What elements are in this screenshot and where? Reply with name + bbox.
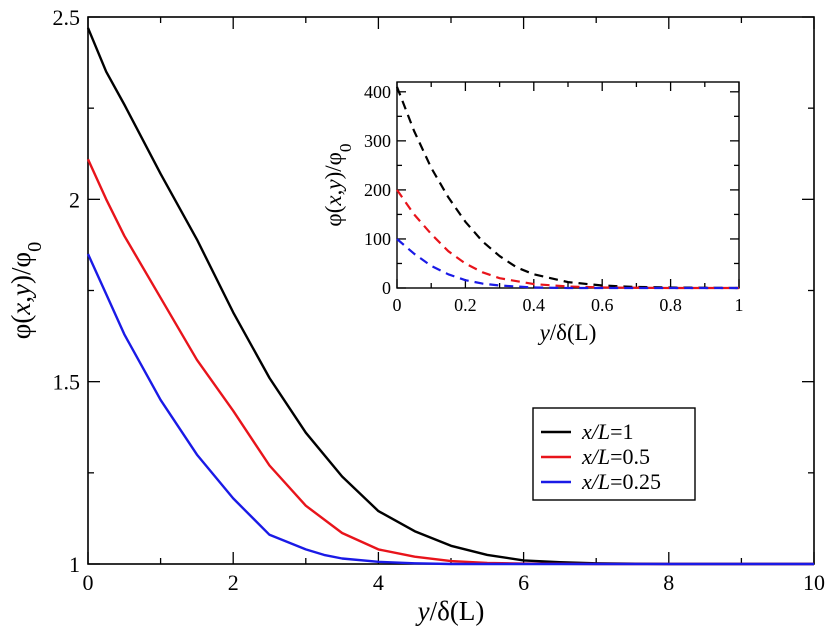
main-series-line xyxy=(86,253,814,566)
legend: x/L=1x/L=0.5x/L=0.25 xyxy=(532,407,696,501)
inset-x-axis-title: y/δ(L) xyxy=(538,320,597,345)
main-x-tick-label: 4 xyxy=(373,570,384,595)
inset-y-axis-title: φ(x,y)/φ0 xyxy=(321,143,355,226)
inset-x-tick-label: 0 xyxy=(393,295,402,315)
main-x-tick-label: 10 xyxy=(803,570,825,595)
main-y-tick-label: 1 xyxy=(69,552,80,577)
inset-x-tick-label: 0.2 xyxy=(454,295,477,315)
legend-label: x/L=0.5 xyxy=(581,444,650,469)
inset-y-tick-label: 300 xyxy=(364,131,391,151)
main-x-axis-title: y/δ(L) xyxy=(415,596,485,626)
main-x-tick-label: 0 xyxy=(83,570,94,595)
main-y-tick-label: 1.5 xyxy=(53,370,81,395)
main-series-line xyxy=(86,27,814,566)
inset-series-line xyxy=(396,238,739,290)
main-x-tick-label: 8 xyxy=(663,570,674,595)
legend-label: x/L=1 xyxy=(581,419,634,444)
main-y-tick-label: 2 xyxy=(69,187,80,212)
inset-y-tick-label: 100 xyxy=(364,229,391,249)
inset-y-tick-label: 400 xyxy=(364,82,391,102)
inset-series-line xyxy=(396,189,739,290)
main-x-tick-label: 2 xyxy=(228,570,239,595)
inset-y-tick-label: 200 xyxy=(364,180,391,200)
inset-x-tick-label: 0.4 xyxy=(523,295,546,315)
inset-plot: 0 0.2 0.4 0.6 0.8 1 0 100 200 300 400 y/δ(L) φ(x,y)/… xyxy=(321,81,744,345)
main-y-tick-label: 2.5 xyxy=(53,5,81,30)
inset-x-tick-label: 0.6 xyxy=(591,295,614,315)
inset-x-tick-label: 1 xyxy=(735,295,744,315)
legend-label: x/L=0.25 xyxy=(581,469,661,494)
main-x-tick-label: 6 xyxy=(518,570,529,595)
inset-x-tick-label: 0.8 xyxy=(659,295,682,315)
main-y-axis-title: φ(x,y)/φ0 xyxy=(6,242,46,340)
inset-plot-frame xyxy=(396,81,740,289)
inset-y-tick-label: 0 xyxy=(382,278,391,298)
legend-box xyxy=(532,407,696,501)
